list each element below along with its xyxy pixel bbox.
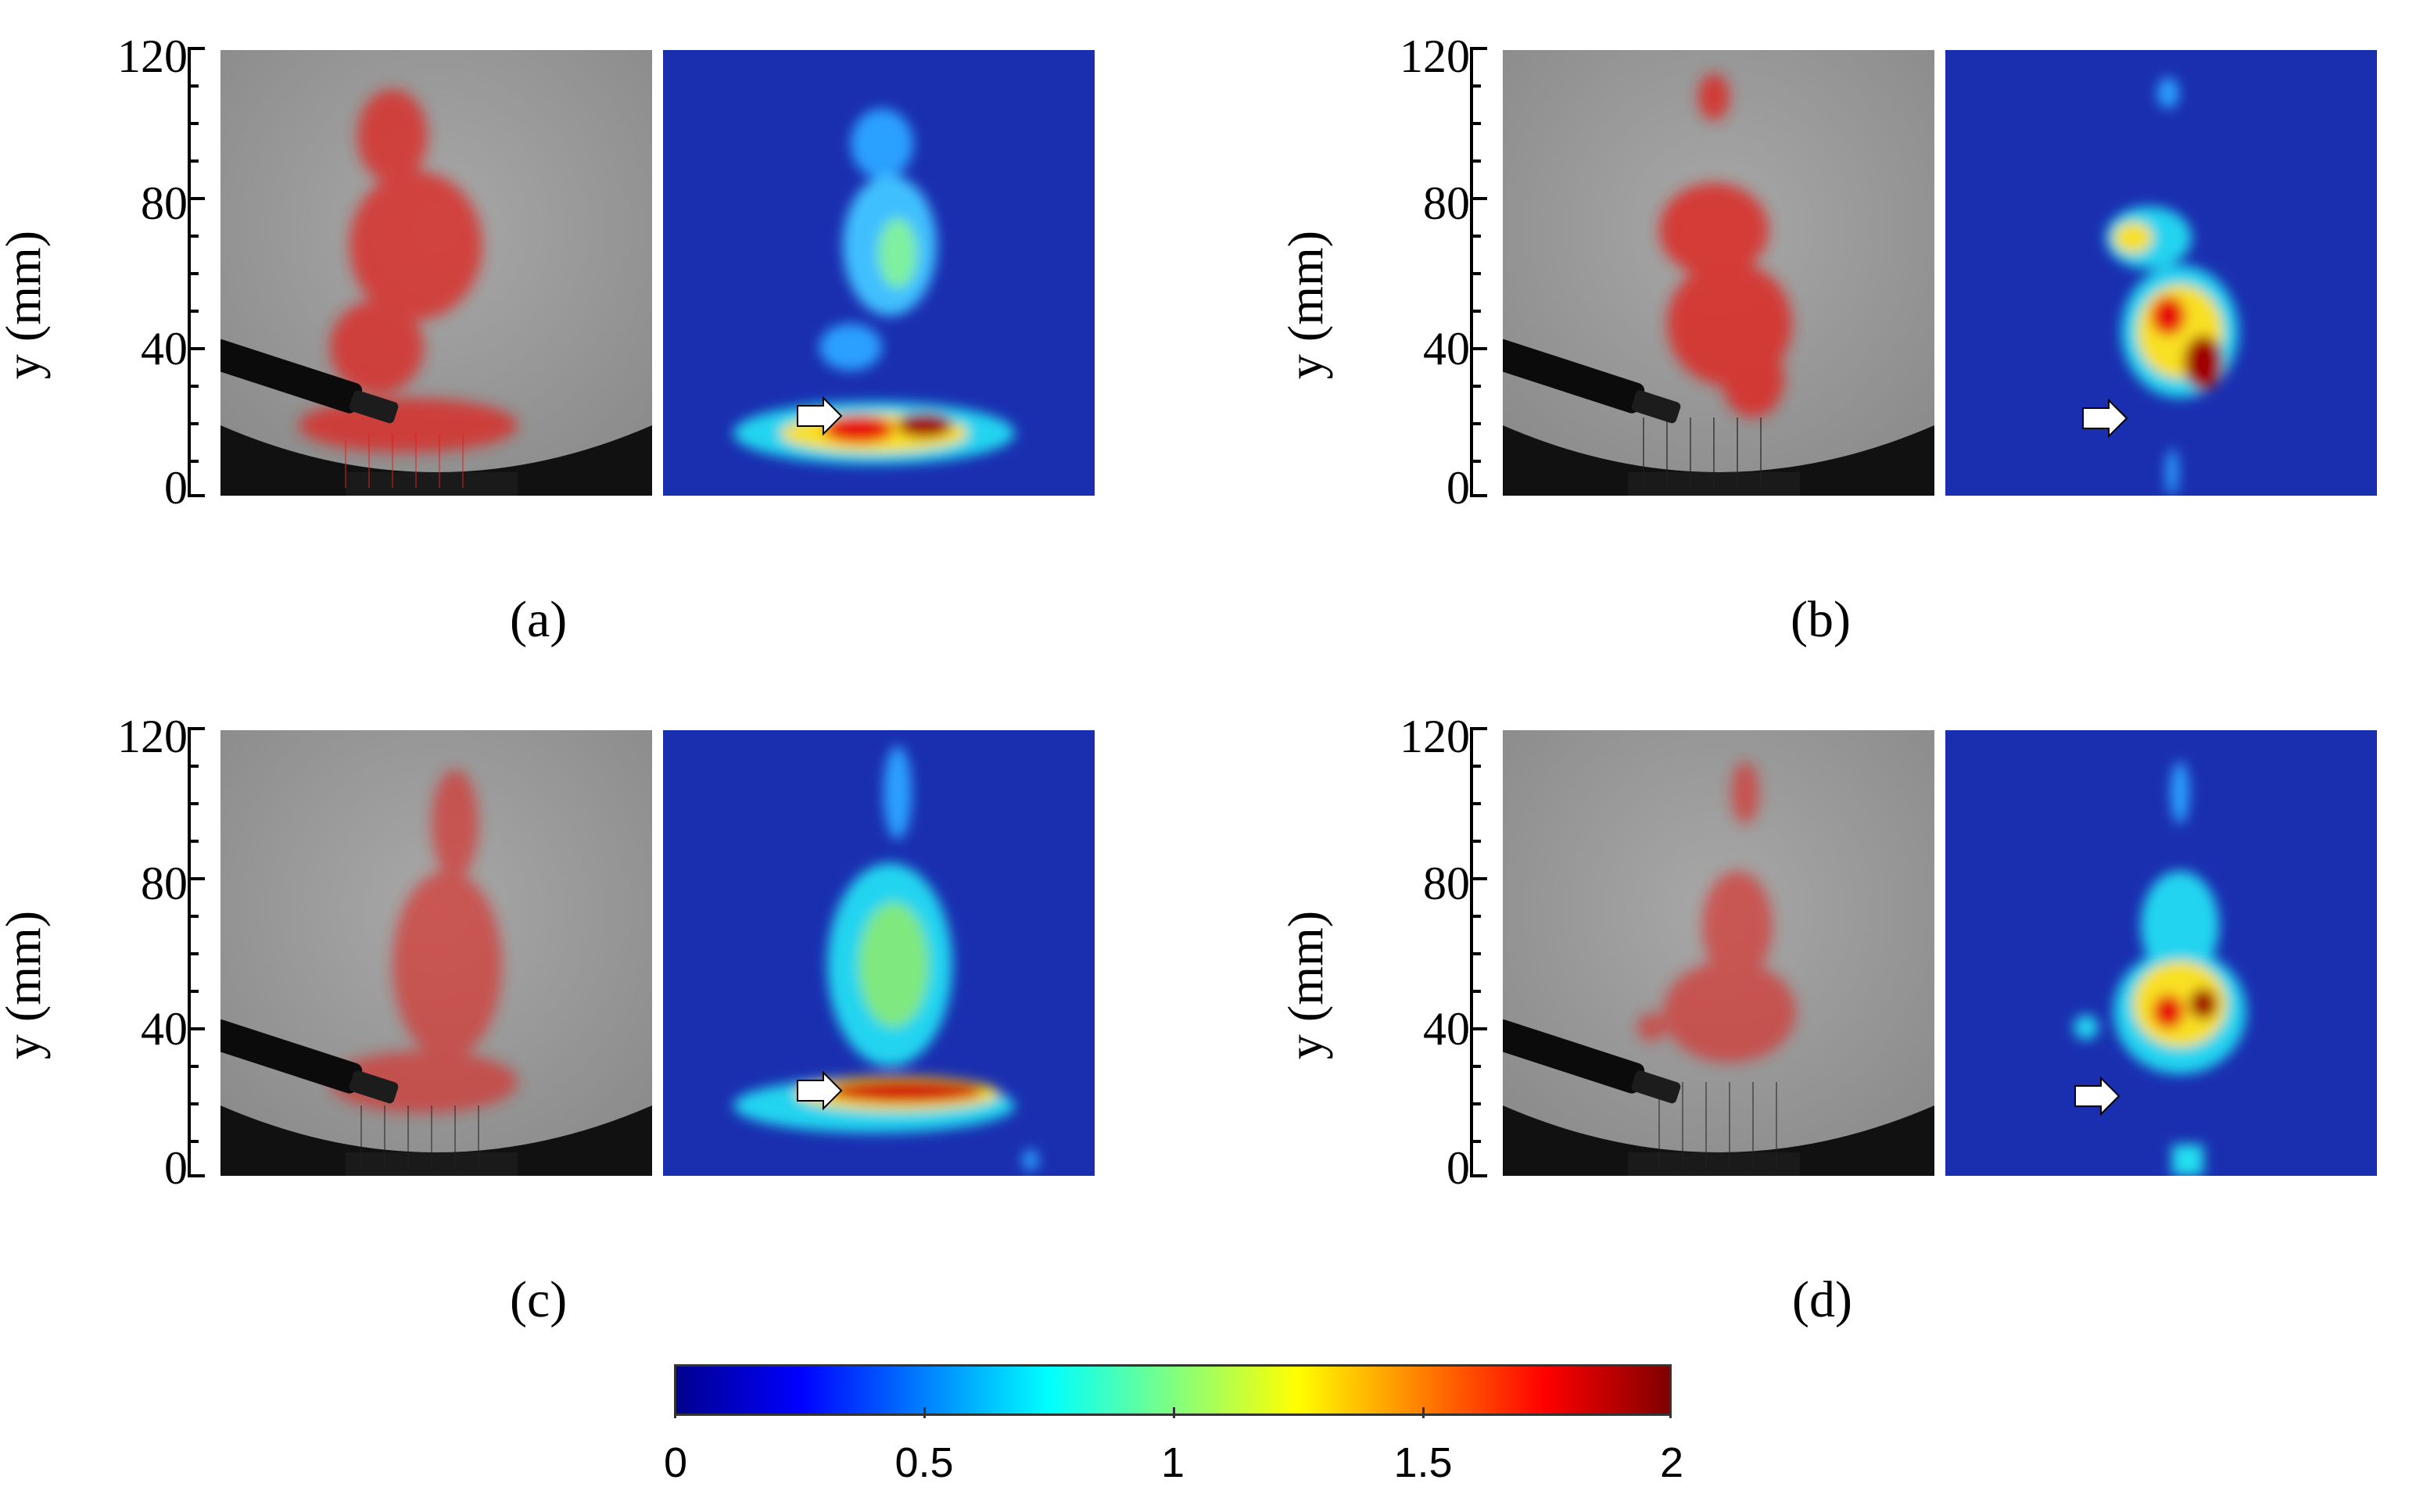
figure-panel-b: y (mm) 120 80 40 0 bbox=[1278, 0, 2409, 646]
panel-label: (b) bbox=[1791, 591, 1851, 648]
arrow-icon bbox=[2082, 398, 2128, 439]
y-axis bbox=[1470, 47, 1497, 497]
y-tick-label: 40 bbox=[1423, 323, 1470, 374]
y-tick-label: 0 bbox=[1446, 462, 1470, 514]
y-tick-label: 40 bbox=[1423, 1003, 1470, 1055]
colorbar-tick-label: 1.5 bbox=[1393, 1439, 1453, 1486]
heatmap-image bbox=[1945, 730, 2377, 1176]
colorbar-tick bbox=[923, 1407, 926, 1418]
colorbar-tick bbox=[1669, 1407, 1672, 1418]
y-tick-label: 0 bbox=[164, 462, 188, 514]
schlieren-photo bbox=[1503, 50, 1934, 496]
figure-panel-d: y (mm) 120 80 40 0 bbox=[1278, 680, 2409, 1326]
heatmap-image bbox=[1945, 50, 2377, 496]
colorbar-tick-label: 0.5 bbox=[894, 1439, 954, 1486]
y-tick-label: 80 bbox=[141, 177, 188, 229]
schlieren-photo bbox=[220, 50, 652, 496]
colorbar-tick bbox=[1422, 1407, 1425, 1418]
colorbar-tick bbox=[1173, 1407, 1175, 1418]
y-tick-label: 120 bbox=[117, 30, 188, 82]
y-tick-label: 80 bbox=[1423, 177, 1470, 229]
figure-panel-a: y (mm) 120 80 40 0 bbox=[0, 0, 1157, 646]
colorbar-tick-label: 1 bbox=[1160, 1439, 1185, 1486]
arrow-icon bbox=[2074, 1076, 2120, 1116]
arrow-icon bbox=[797, 1070, 843, 1111]
figure-panel-c: y (mm) 120 80 40 0 bbox=[0, 680, 1157, 1326]
y-tick-label: 0 bbox=[164, 1142, 188, 1194]
y-tick-label: 80 bbox=[141, 858, 188, 909]
panel-label: (a) bbox=[510, 591, 568, 648]
y-axis bbox=[188, 727, 214, 1177]
y-tick-label: 40 bbox=[141, 323, 188, 374]
y-tick-label: 0 bbox=[1446, 1142, 1470, 1194]
y-tick-label: 120 bbox=[1400, 30, 1470, 82]
schlieren-photo bbox=[1503, 730, 1934, 1176]
y-tick-label: 120 bbox=[1400, 711, 1470, 762]
heatmap-image bbox=[663, 50, 1095, 496]
y-tick-label: 40 bbox=[141, 1003, 188, 1055]
panel-label: (c) bbox=[510, 1271, 568, 1328]
colorbar-tick-label: 0 bbox=[663, 1439, 688, 1486]
y-axis bbox=[188, 47, 214, 497]
y-tick-label: 120 bbox=[117, 711, 188, 762]
heatmap-image bbox=[663, 730, 1095, 1176]
y-tick-label: 80 bbox=[1423, 858, 1470, 909]
panel-label: (d) bbox=[1792, 1271, 1852, 1328]
arrow-icon bbox=[797, 396, 843, 436]
colorbar-tick bbox=[674, 1407, 676, 1418]
colorbar-tick-label: 2 bbox=[1659, 1439, 1684, 1486]
y-axis bbox=[1470, 727, 1497, 1177]
schlieren-photo bbox=[220, 730, 652, 1176]
